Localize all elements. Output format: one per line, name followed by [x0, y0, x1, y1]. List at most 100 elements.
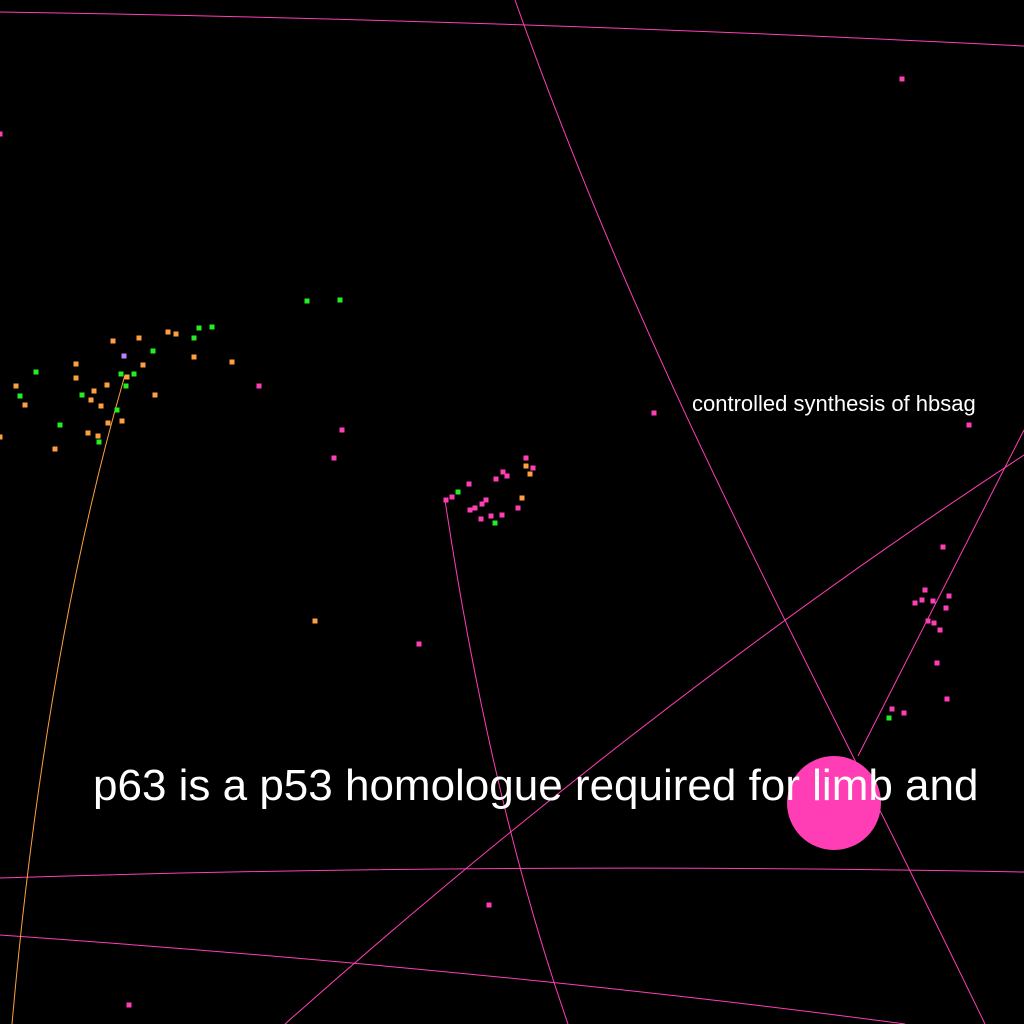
pink-node[interactable] — [925, 618, 931, 624]
pink-node[interactable] — [943, 605, 949, 611]
green-node[interactable] — [886, 715, 892, 721]
orange-node[interactable] — [95, 433, 101, 439]
orange-node[interactable] — [22, 402, 28, 408]
highlighted-node[interactable] — [787, 756, 881, 850]
green-node[interactable] — [123, 383, 129, 389]
pink-node[interactable] — [499, 512, 505, 518]
pink-node[interactable] — [504, 473, 510, 479]
topic-label: controlled synthesis of hbsag — [692, 391, 976, 416]
green-node[interactable] — [492, 520, 498, 526]
pink-node[interactable] — [931, 620, 937, 626]
pink-node[interactable] — [126, 1002, 132, 1008]
green-node[interactable] — [114, 407, 120, 413]
pink-node[interactable] — [466, 481, 472, 487]
pink-node[interactable] — [889, 706, 895, 712]
orange-node[interactable] — [13, 383, 19, 389]
orange-node[interactable] — [85, 430, 91, 436]
pink-node[interactable] — [523, 455, 529, 461]
orange-node[interactable] — [110, 338, 116, 344]
pink-node[interactable] — [486, 902, 492, 908]
edge-right-steep — [857, 429, 1024, 757]
pink-node[interactable] — [515, 505, 521, 511]
orange-node[interactable] — [124, 374, 130, 380]
green-node[interactable] — [209, 324, 215, 330]
pink-node[interactable] — [922, 587, 928, 593]
pink-node[interactable] — [483, 497, 489, 503]
edge-top-arc — [0, 11, 1024, 47]
green-node[interactable] — [96, 439, 102, 445]
green-node[interactable] — [118, 371, 124, 377]
pink-node[interactable] — [934, 660, 940, 666]
orange-node[interactable] — [91, 388, 97, 394]
orange-node[interactable] — [136, 335, 142, 341]
orange-node[interactable] — [73, 361, 79, 367]
pink-node[interactable] — [331, 455, 337, 461]
orange-node[interactable] — [229, 359, 235, 365]
orange-node[interactable] — [140, 362, 146, 368]
green-node[interactable] — [304, 298, 310, 304]
green-node[interactable] — [57, 422, 63, 428]
pink-node[interactable] — [912, 600, 918, 606]
pink-node[interactable] — [472, 505, 478, 511]
pink-node[interactable] — [901, 710, 907, 716]
pink-node[interactable] — [256, 383, 262, 389]
orange-node[interactable] — [73, 375, 79, 381]
pink-node[interactable] — [530, 465, 536, 471]
green-node[interactable] — [337, 297, 343, 303]
pink-node[interactable] — [899, 76, 905, 82]
edge-lower-horizontal — [0, 867, 1024, 879]
edge-bottom-arc — [0, 934, 906, 1024]
orange-node[interactable] — [98, 403, 104, 409]
pink-node[interactable] — [500, 469, 506, 475]
green-node[interactable] — [17, 393, 23, 399]
pink-node[interactable] — [930, 598, 936, 604]
pink-node[interactable] — [946, 593, 952, 599]
orange-node[interactable] — [88, 397, 94, 403]
orange-node[interactable] — [165, 329, 171, 335]
green-node[interactable] — [150, 348, 156, 354]
orange-node[interactable] — [104, 382, 110, 388]
green-node[interactable] — [79, 392, 85, 398]
pink-node[interactable] — [0, 131, 3, 137]
pink-node[interactable] — [919, 597, 925, 603]
pink-node[interactable] — [416, 641, 422, 647]
pink-node[interactable] — [478, 516, 484, 522]
green-node[interactable] — [131, 371, 137, 377]
orange-node[interactable] — [519, 495, 525, 501]
pink-node[interactable] — [443, 497, 449, 503]
pink-node[interactable] — [467, 507, 473, 513]
edge-orange-curve — [11, 374, 126, 1024]
green-node[interactable] — [33, 369, 39, 375]
pink-node[interactable] — [937, 627, 943, 633]
violet-node[interactable] — [121, 353, 127, 359]
orange-node[interactable] — [0, 434, 3, 440]
orange-node[interactable] — [173, 331, 179, 337]
pink-node[interactable] — [940, 544, 946, 550]
pink-node[interactable] — [479, 501, 485, 507]
pink-node[interactable] — [488, 513, 494, 519]
orange-node[interactable] — [527, 471, 533, 477]
pink-node[interactable] — [651, 410, 657, 416]
edge-cross-diagonal — [284, 454, 1024, 1024]
orange-node[interactable] — [191, 354, 197, 360]
orange-node[interactable] — [152, 392, 158, 398]
edge-mid-curve — [444, 499, 569, 1024]
green-node[interactable] — [196, 325, 202, 331]
pink-node[interactable] — [449, 494, 455, 500]
orange-node[interactable] — [119, 418, 125, 424]
orange-node[interactable] — [52, 446, 58, 452]
green-node[interactable] — [455, 489, 461, 495]
orange-node[interactable] — [523, 463, 529, 469]
pink-node[interactable] — [493, 476, 499, 482]
orange-node[interactable] — [105, 420, 111, 426]
green-node[interactable] — [191, 335, 197, 341]
paper-title-label: p63 is a p53 homologue required for limb… — [93, 761, 978, 810]
nodes — [0, 76, 972, 1008]
pink-node[interactable] — [339, 427, 345, 433]
pink-node[interactable] — [966, 422, 972, 428]
pink-node[interactable] — [944, 696, 950, 702]
orange-node[interactable] — [312, 618, 318, 624]
